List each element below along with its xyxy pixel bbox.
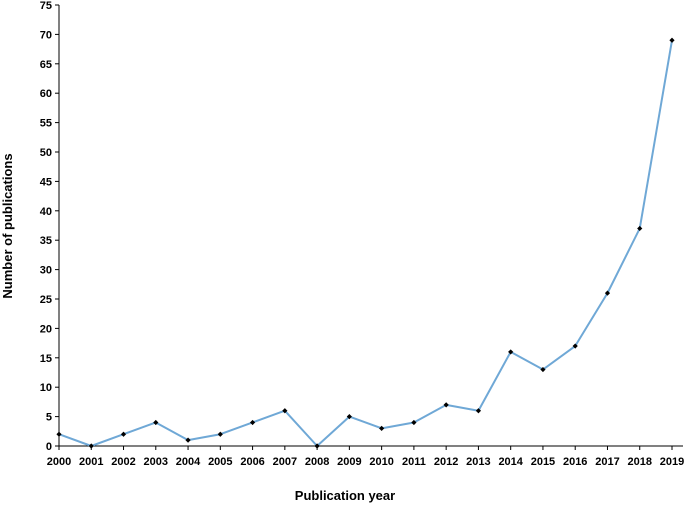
- y-tick-label: 5: [46, 412, 52, 424]
- x-tick-label: 2015: [531, 456, 555, 468]
- x-tick-label: 2019: [660, 456, 684, 468]
- data-point-marker: [314, 443, 320, 449]
- data-point-marker: [604, 290, 611, 296]
- data-point-marker: [540, 366, 546, 373]
- x-tick-label: 2006: [240, 456, 264, 468]
- y-axis-title: Number of publications: [0, 153, 15, 298]
- y-tick-label: 45: [40, 176, 52, 188]
- data-point-marker: [153, 419, 159, 426]
- series-line: [58, 40, 673, 447]
- data-point-marker: [249, 419, 256, 426]
- y-tick-label: 35: [40, 235, 52, 247]
- x-tick-label: 2011: [402, 456, 426, 468]
- x-tick-label: 2004: [176, 456, 201, 468]
- y-tick-label: 75: [40, 0, 52, 12]
- y-tick-label: 65: [40, 59, 52, 71]
- x-tick-label: 2009: [337, 456, 361, 468]
- series-layer: [56, 37, 675, 449]
- y-tick-label: 15: [40, 353, 52, 365]
- x-tick-label: 2013: [466, 456, 490, 468]
- y-tick-label: 60: [40, 88, 52, 100]
- y-tick-label: 55: [40, 118, 52, 130]
- y-tick-label: 40: [40, 206, 52, 218]
- data-point-marker: [88, 443, 94, 449]
- y-tick-label: 10: [40, 382, 52, 394]
- x-tick-label: 2018: [627, 456, 651, 468]
- axes: [58, 5, 683, 447]
- y-tick-label: 70: [40, 29, 52, 41]
- data-point-marker: [508, 349, 514, 355]
- x-tick-label: 2002: [111, 456, 135, 468]
- data-point-marker: [217, 431, 223, 437]
- data-point-marker: [346, 414, 352, 420]
- data-point-marker: [637, 225, 643, 232]
- x-axis-title: Publication year: [295, 488, 395, 503]
- x-tick-label: 2012: [434, 456, 458, 468]
- x-tick-label: 2007: [273, 456, 297, 468]
- x-tick-label: 2010: [369, 456, 393, 468]
- data-point-marker: [475, 408, 482, 414]
- y-tick-label: 50: [40, 147, 52, 159]
- x-tick-label: 2017: [595, 456, 619, 468]
- x-tick-label: 2005: [208, 456, 232, 468]
- x-tick-label: 2003: [144, 456, 168, 468]
- x-tick-label: 2008: [305, 456, 329, 468]
- x-tick-label: 2000: [47, 456, 71, 468]
- data-point-marker: [572, 343, 578, 349]
- data-point-marker: [669, 37, 675, 43]
- x-tick-label: 2001: [79, 456, 103, 468]
- y-ticks: 0 5 10 15 20 25 30 35 40 45 50 55 60 65 70 75: [40, 0, 59, 453]
- y-tick-label: 30: [40, 265, 52, 277]
- y-tick-label: 25: [40, 294, 52, 306]
- data-point-marker: [379, 425, 385, 431]
- x-ticks: 2000 2001 2002 2003 2004 2005 2006 2007 2008 2009…: [47, 446, 684, 468]
- data-point-marker: [120, 431, 127, 437]
- x-tick-label: 2016: [563, 456, 587, 468]
- data-point-marker: [443, 402, 449, 408]
- y-tick-label: 0: [46, 441, 52, 453]
- data-point-marker: [411, 419, 417, 426]
- x-tick-label: 2014: [498, 456, 523, 468]
- data-point-marker: [56, 431, 62, 437]
- data-point-marker: [282, 408, 288, 414]
- data-point-marker: [185, 437, 191, 443]
- y-tick-label: 20: [40, 323, 52, 335]
